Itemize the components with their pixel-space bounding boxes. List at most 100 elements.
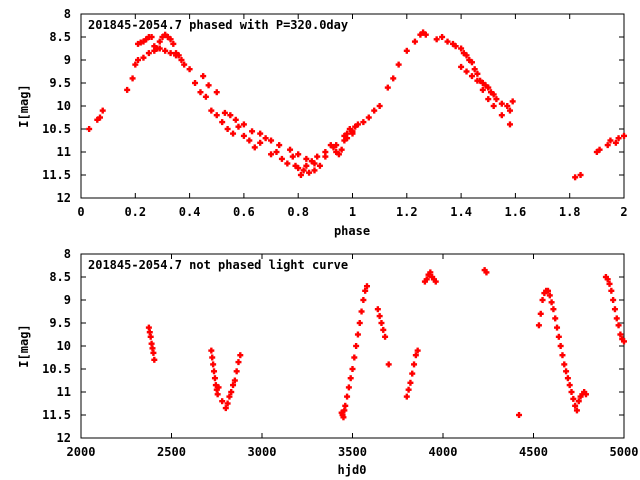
phased-data-point-marker bbox=[258, 139, 262, 146]
phased-data-point-marker bbox=[573, 174, 577, 181]
phased-data-point-marker bbox=[424, 31, 428, 38]
phased-data-point-marker bbox=[134, 61, 137, 68]
phased-data-point-marker bbox=[229, 112, 232, 119]
unphased-data-point-marker bbox=[604, 274, 608, 280]
unphased-data-point-marker bbox=[555, 324, 559, 331]
phased-data-point-marker bbox=[297, 151, 300, 158]
phased-data-point-marker bbox=[250, 128, 254, 135]
phased-data-point-marker bbox=[302, 167, 305, 174]
unphased-data-point-marker bbox=[380, 320, 383, 326]
unphased-data-point-marker bbox=[150, 340, 153, 347]
unphased-data-point-marker bbox=[559, 343, 562, 349]
unphased-x-tick-label: 5000 bbox=[610, 445, 639, 459]
phased-data-point-marker bbox=[332, 144, 335, 151]
unphased-data-point-marker bbox=[233, 377, 237, 384]
unphased-data-point-marker bbox=[149, 333, 152, 340]
phased-data-point-marker bbox=[158, 45, 161, 52]
phased-data-point-marker bbox=[188, 66, 191, 73]
unphased-data-point-marker bbox=[561, 352, 564, 359]
phased-data-point-marker bbox=[237, 123, 240, 130]
unphased-data-point-marker bbox=[365, 283, 369, 290]
phased-data-point-marker bbox=[392, 75, 395, 82]
phased-data-point-marker bbox=[440, 34, 444, 40]
unphased-y-tick-label: 11.5 bbox=[42, 408, 71, 422]
phased-data-point-marker bbox=[269, 137, 273, 144]
phased-data-point-marker bbox=[606, 142, 609, 149]
phased-data-point-marker bbox=[470, 73, 474, 80]
phased-data-point-marker bbox=[354, 123, 357, 130]
phased-data-point-marker bbox=[248, 137, 251, 144]
phased-data-point-marker bbox=[487, 84, 490, 91]
phased-data-point-marker bbox=[397, 61, 400, 68]
unphased-data-point-marker bbox=[537, 322, 541, 329]
phased-data-point-marker bbox=[305, 162, 308, 169]
unphased-data-point-marker bbox=[211, 354, 214, 361]
phased-data-point-marker bbox=[492, 91, 495, 98]
unphased-data-point-marker bbox=[212, 368, 216, 375]
unphased-x-axis-label: hjd0 bbox=[338, 463, 367, 477]
unphased-data-point-marker bbox=[608, 280, 611, 287]
unphased-data-point-marker bbox=[363, 287, 367, 294]
phased-data-point-marker bbox=[451, 40, 455, 47]
unphased-data-point-marker bbox=[214, 382, 218, 389]
phased-data-point-marker bbox=[153, 43, 156, 50]
phased-data-point-marker bbox=[345, 135, 349, 142]
unphased-axis-ticks: 2000 2500 3000 3500 4000 4500 5000 8 8.5 9 9.5 10 10… bbox=[42, 247, 638, 459]
unphased-data-point-marker bbox=[425, 276, 428, 283]
unphased-data-point-marker bbox=[411, 370, 414, 377]
phased-data-point-marker bbox=[476, 70, 479, 77]
phased-data-point-marker bbox=[215, 89, 218, 96]
phased-data-point-marker bbox=[125, 86, 129, 93]
unphased-data-point-marker bbox=[432, 276, 436, 283]
phased-data-point-marker bbox=[351, 130, 354, 137]
phased-data-point-marker bbox=[98, 114, 102, 121]
unphased-data-point-marker bbox=[405, 393, 408, 400]
phased-data-point-marker bbox=[462, 50, 466, 57]
unphased-x-tick-label: 4500 bbox=[519, 445, 548, 459]
unphased-data-point-marker bbox=[572, 395, 575, 402]
unphased-data-point-marker bbox=[483, 267, 486, 274]
phased-data-point-marker bbox=[511, 98, 514, 105]
unphased-data-point-marker bbox=[546, 287, 550, 294]
unphased-x-tick-label: 3500 bbox=[338, 445, 367, 459]
phased-data-point-marker bbox=[169, 36, 172, 43]
phased-x-tick-label: 0.6 bbox=[233, 205, 255, 219]
phased-data-point-marker bbox=[163, 31, 167, 38]
phased-data-point-marker bbox=[199, 89, 202, 96]
phased-data-point-marker bbox=[234, 116, 237, 123]
unphased-data-point-marker bbox=[220, 398, 224, 405]
unphased-data-point-marker bbox=[517, 412, 521, 418]
unphased-data-point-marker bbox=[231, 382, 235, 389]
phased-data-point-marker bbox=[356, 121, 360, 128]
phased-data-point-marker bbox=[253, 144, 256, 151]
unphased-data-point-marker bbox=[210, 347, 213, 354]
phased-data-point-marker bbox=[307, 169, 311, 176]
phased-data-point-marker bbox=[446, 38, 449, 45]
phased-data-point-marker bbox=[500, 100, 504, 107]
phased-data-point-marker bbox=[622, 132, 626, 139]
unphased-x-tick-label: 4000 bbox=[429, 445, 458, 459]
phased-data-point-marker bbox=[299, 172, 303, 178]
phased-x-tick-label: 0.2 bbox=[124, 205, 146, 219]
unphased-data-point-marker bbox=[619, 331, 622, 338]
unphased-data-point-marker bbox=[360, 308, 363, 315]
unphased-plot-title: 201845-2054.7 not phased light curve bbox=[88, 258, 348, 272]
phased-data-point-marker bbox=[294, 162, 297, 169]
phased-data-point-marker bbox=[150, 34, 153, 40]
phased-data-point-marker bbox=[454, 43, 457, 50]
phased-x-tick-label: 1.8 bbox=[559, 205, 581, 219]
unphased-data-point-marker bbox=[611, 297, 615, 303]
unphased-data-point-marker bbox=[427, 271, 430, 278]
phased-data-point-marker bbox=[264, 135, 267, 142]
unphased-data-point-marker bbox=[349, 375, 352, 382]
unphased-data-point-marker bbox=[235, 368, 238, 375]
unphased-data-point-marker bbox=[228, 393, 231, 400]
unphased-data-point-marker bbox=[579, 393, 582, 400]
phased-data-point-marker bbox=[166, 34, 170, 40]
unphased-data-point-marker bbox=[217, 384, 220, 391]
phased-data-point-marker bbox=[476, 77, 479, 84]
phased-data-point-marker bbox=[280, 155, 284, 162]
phased-light-curve-panel: 201845-2054.7 phased with P=320.0day pha… bbox=[17, 7, 628, 238]
unphased-data-point-marker bbox=[543, 290, 546, 297]
